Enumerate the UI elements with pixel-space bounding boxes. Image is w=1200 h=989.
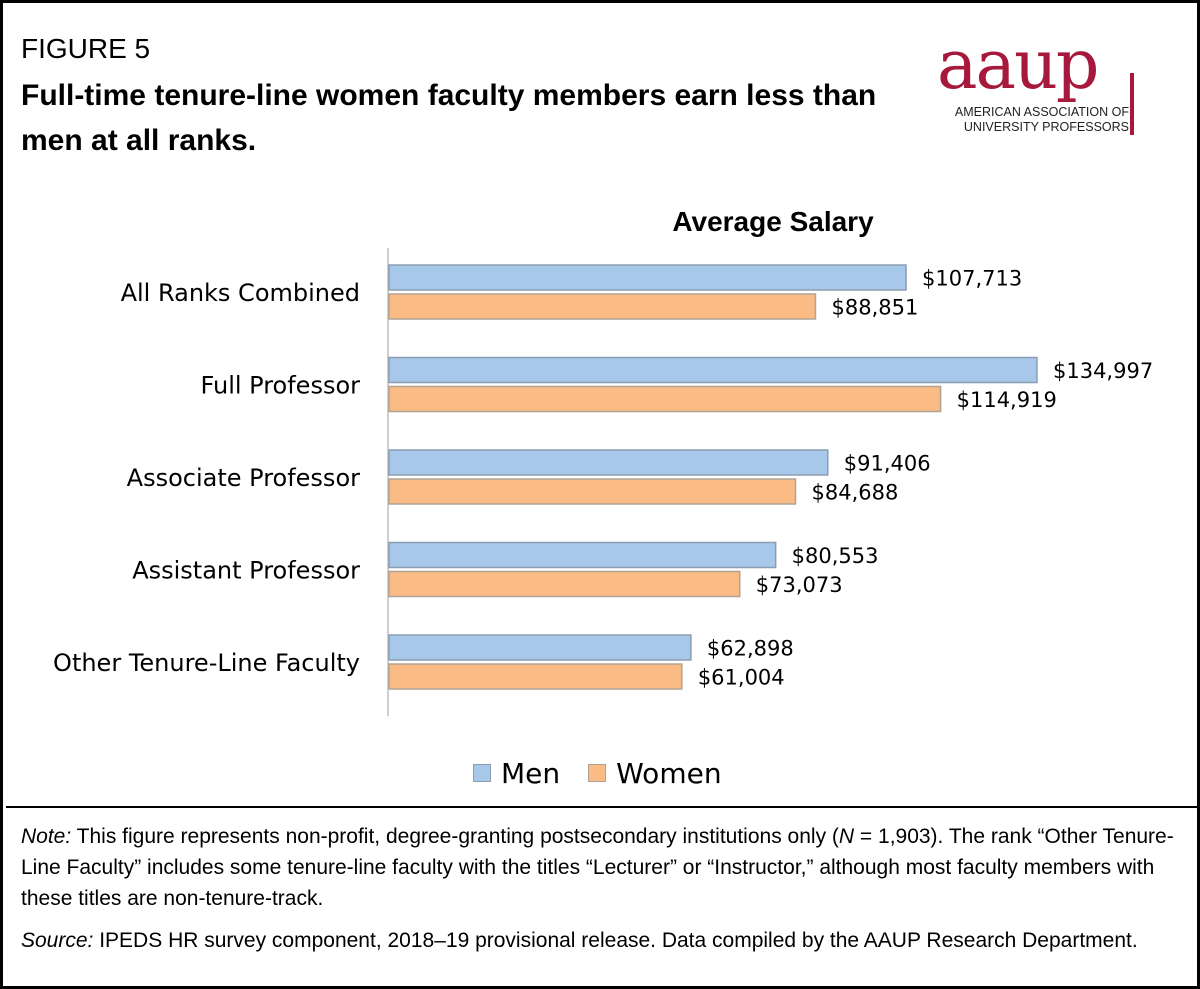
category-label: Associate Professor [127,464,360,492]
source-text: Source: IPEDS HR survey component, 2018–… [21,925,1181,956]
figure-title: Full-time tenure-line women faculty memb… [21,79,877,157]
category-label: Full Professor [200,372,360,400]
data-label-men: $107,713 [922,267,1022,291]
chart-legend: Men Women [473,753,750,793]
note-label: Note: [21,825,72,848]
data-label-women: $61,004 [698,666,785,690]
bar-women [388,478,797,505]
bar-women [388,293,817,320]
bar-women [388,663,683,690]
category-label: Other Tenure-Line Faculty [53,649,360,677]
bar-men [388,356,1038,384]
category-label: All Ranks Combined [121,279,360,307]
note-text-b: = 1,903). The rank “Other Tenure-Line Fa… [21,825,1174,910]
logo-wordmark: aaup [937,26,1099,105]
bar-men [388,449,829,476]
source-label: Source: [21,929,94,952]
footer-divider [6,806,1200,808]
data-label-women: $114,919 [957,388,1057,412]
bar-women [388,570,741,598]
chart-title: Average Salary [672,206,874,237]
bar-men [388,634,692,661]
logo-subtitle-line2: UNIVERSITY PROFESSORS [963,120,1129,134]
legend-swatch-men [473,764,491,782]
logo-rule [1130,73,1134,135]
data-label-men: $80,553 [792,544,879,568]
legend-label-men: Men [501,756,561,790]
data-label-women: $84,688 [812,481,899,505]
note-text: Note: This figure represents non-profit,… [21,821,1181,914]
logo-subtitle: AMERICAN ASSOCIATION OF UNIVERSITY PROFE… [939,105,1129,135]
legend-item-men: Men [473,757,560,790]
aaup-logo: aaup AMERICAN ASSOCIATION OF UNIVERSITY … [933,31,1163,141]
data-label-men: $91,406 [844,452,931,476]
data-label-women: $88,851 [831,296,918,320]
legend-item-women: Women [588,756,722,790]
legend-label-women: Women [616,756,722,790]
bar-men [388,541,777,569]
note-text-a: This figure represents non-profit, degre… [71,825,839,848]
bar-women [388,385,942,413]
bar-chart: All Ranks Combined $107,713$88,851 Full Pr… [53,248,1153,716]
category-label: Assistant Professor [132,557,360,585]
logo-subtitle-line1: AMERICAN ASSOCIATION OF [954,105,1129,119]
legend-swatch-women [588,764,607,782]
data-label-men: $62,898 [707,637,794,661]
data-label-men: $134,997 [1053,359,1153,383]
data-label-women: $73,073 [756,573,843,597]
source-body: IPEDS HR survey component, 2018–19 provi… [93,929,1138,952]
note-n: N [838,825,855,848]
bar-men [388,264,907,291]
figure-label: FIGURE 5 [21,33,151,64]
